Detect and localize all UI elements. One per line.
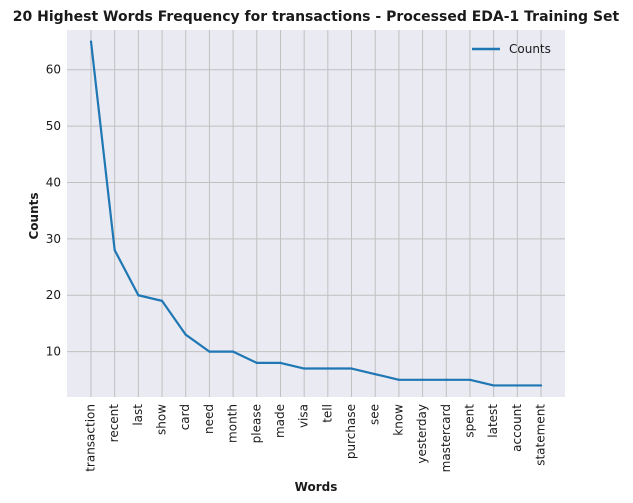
- y-tick-label: 10: [46, 345, 61, 359]
- axis-ticks: 10 20 30 40 50 60 transaction recent last show car…: [46, 63, 548, 473]
- x-tick-label: need: [202, 404, 216, 434]
- data-point: [89, 40, 93, 43]
- data-point: [279, 361, 282, 364]
- data-point: [374, 373, 377, 376]
- x-tick-label: yesterday: [415, 404, 429, 464]
- plot-area: [67, 30, 565, 397]
- x-tick-label: know: [391, 404, 405, 436]
- x-tick-label: latest: [486, 404, 500, 438]
- x-tick-label: purchase: [344, 404, 358, 459]
- x-tick-label: mastercard: [439, 404, 453, 472]
- x-tick-label: please: [249, 404, 263, 443]
- data-point: [539, 384, 543, 387]
- data-point: [397, 378, 400, 381]
- data-point: [208, 350, 211, 353]
- y-tick-label: 60: [46, 63, 61, 77]
- data-point: [160, 299, 164, 302]
- data-point: [350, 367, 353, 370]
- x-tick-label: last: [131, 404, 145, 426]
- data-point: [421, 378, 424, 381]
- y-tick-label: 30: [46, 232, 61, 246]
- x-tick-label: statement: [534, 404, 548, 466]
- data-point: [468, 378, 472, 381]
- data-point: [445, 378, 448, 381]
- y-tick-label: 20: [46, 288, 61, 302]
- data-point: [232, 350, 235, 353]
- x-tick-label: recent: [107, 404, 121, 443]
- x-tick-label: visa: [297, 404, 311, 428]
- y-tick-label: 50: [46, 119, 61, 133]
- data-point: [516, 384, 519, 387]
- x-tick-label: card: [178, 404, 192, 430]
- data-point: [492, 384, 495, 387]
- x-tick-label: transaction: [84, 404, 98, 472]
- data-point: [255, 361, 258, 364]
- x-tick-label: made: [273, 404, 287, 438]
- x-tick-label: account: [510, 404, 524, 452]
- data-point: [137, 294, 140, 297]
- y-tick-label: 40: [46, 175, 61, 189]
- y-axis-label: Counts: [27, 192, 41, 239]
- data-point: [184, 333, 187, 336]
- chart-title: 20 Highest Words Frequency for transacti…: [13, 9, 620, 25]
- x-axis-label: Words: [295, 480, 338, 494]
- x-tick-label: see: [368, 404, 382, 425]
- x-tick-label: tell: [320, 404, 334, 423]
- x-tick-label: month: [226, 404, 240, 443]
- x-tick-label: spent: [462, 404, 476, 438]
- legend-label: Counts: [509, 42, 551, 56]
- legend: Counts: [472, 42, 551, 56]
- data-point: [326, 367, 329, 370]
- data-point: [303, 367, 306, 370]
- x-tick-label: show: [155, 404, 169, 435]
- grid-lines: [67, 30, 565, 397]
- data-point: [113, 249, 116, 252]
- series-lines: [89, 40, 543, 387]
- series-line-counts: [89, 40, 543, 387]
